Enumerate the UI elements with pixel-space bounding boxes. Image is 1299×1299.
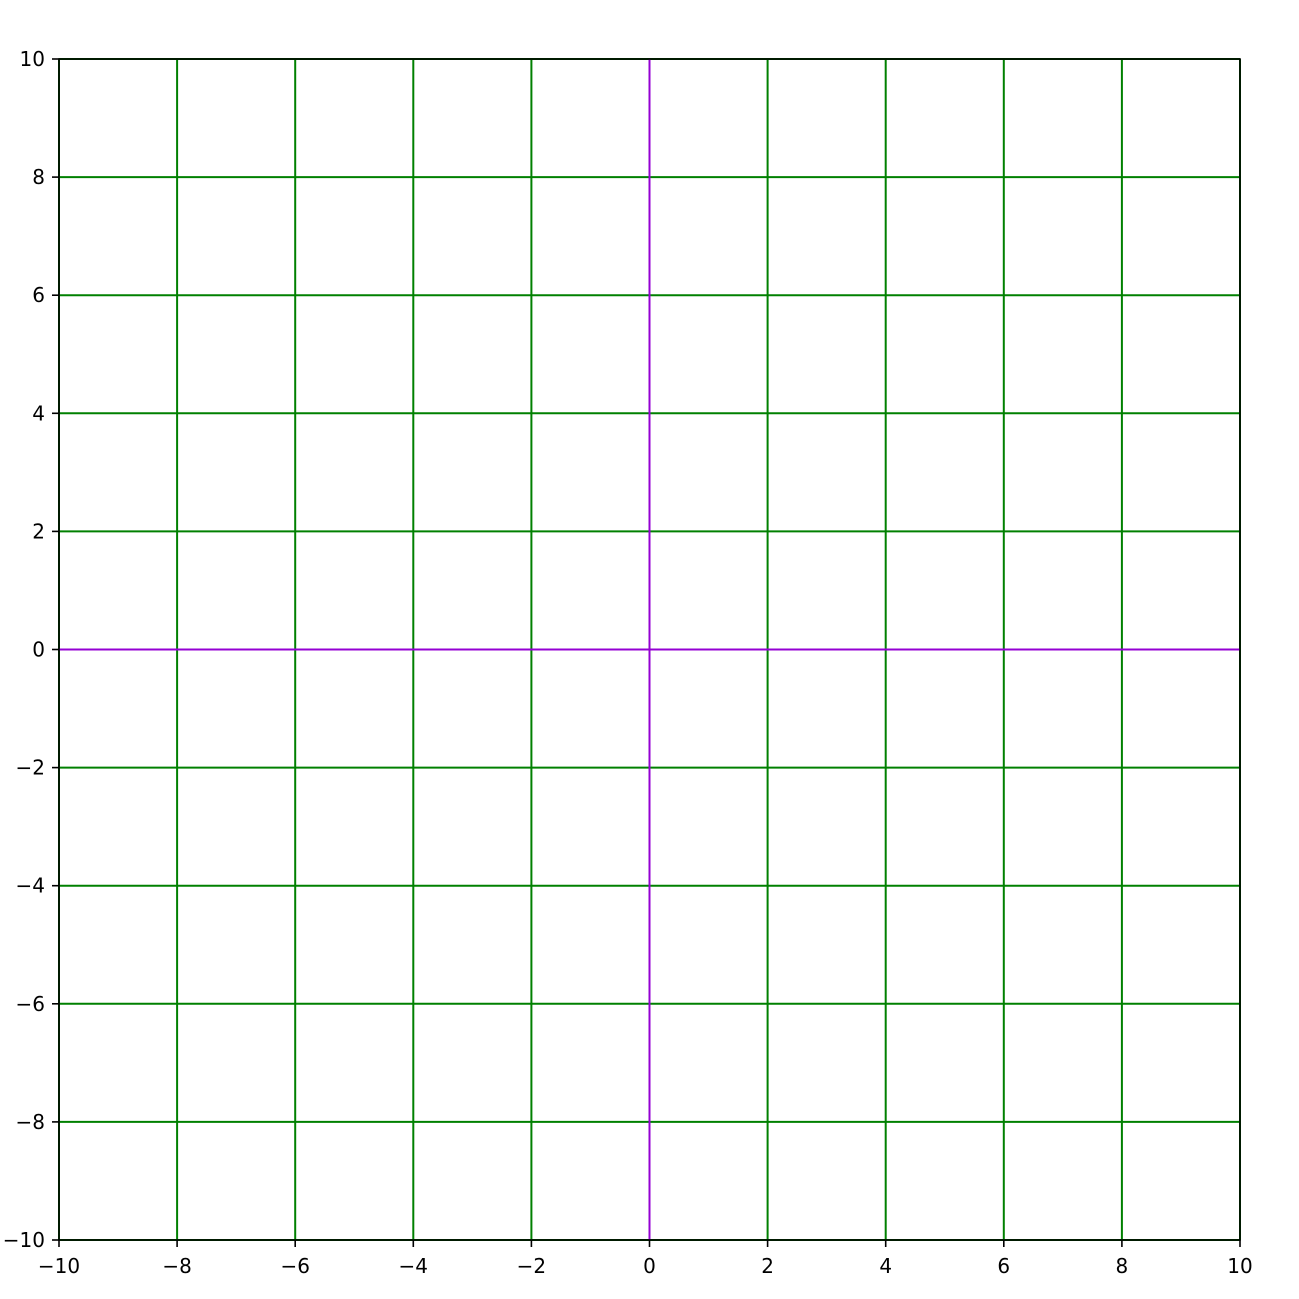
series-lines <box>59 59 1240 1240</box>
x-tick-label: −2 <box>517 1254 546 1278</box>
y-tick-label: 6 <box>32 283 45 307</box>
x-tick-label: 10 <box>1227 1254 1252 1278</box>
y-tick-label: 0 <box>32 638 45 662</box>
y-tick-label: −4 <box>16 874 45 898</box>
y-tick-label: −6 <box>16 992 45 1016</box>
y-tick-label: −2 <box>16 756 45 780</box>
x-tick-label: 4 <box>879 1254 892 1278</box>
axis-ticks <box>52 58 1241 1247</box>
y-tick-label: 10 <box>20 47 45 71</box>
x-tick-label: −10 <box>38 1254 80 1278</box>
x-tick-label: −4 <box>399 1254 428 1278</box>
y-tick-label: −10 <box>3 1228 45 1252</box>
x-tick-label: 6 <box>997 1254 1010 1278</box>
y-tick-label: 8 <box>32 165 45 189</box>
y-tick-label: −8 <box>16 1110 45 1134</box>
x-tick-label: 2 <box>761 1254 774 1278</box>
y-tick-label: 2 <box>32 519 45 543</box>
tick-labels: −10 −8 −6 −4 −2 0 2 4 6 8 10 −10 −8 −6 −4 −2 0 2 4 6 8 10 <box>3 47 1253 1278</box>
x-tick-label: 0 <box>643 1254 656 1278</box>
x-tick-label: −6 <box>280 1254 309 1278</box>
x-tick-label: −8 <box>162 1254 191 1278</box>
x-tick-label: 8 <box>1116 1254 1129 1278</box>
y-tick-label: 4 <box>32 401 45 425</box>
